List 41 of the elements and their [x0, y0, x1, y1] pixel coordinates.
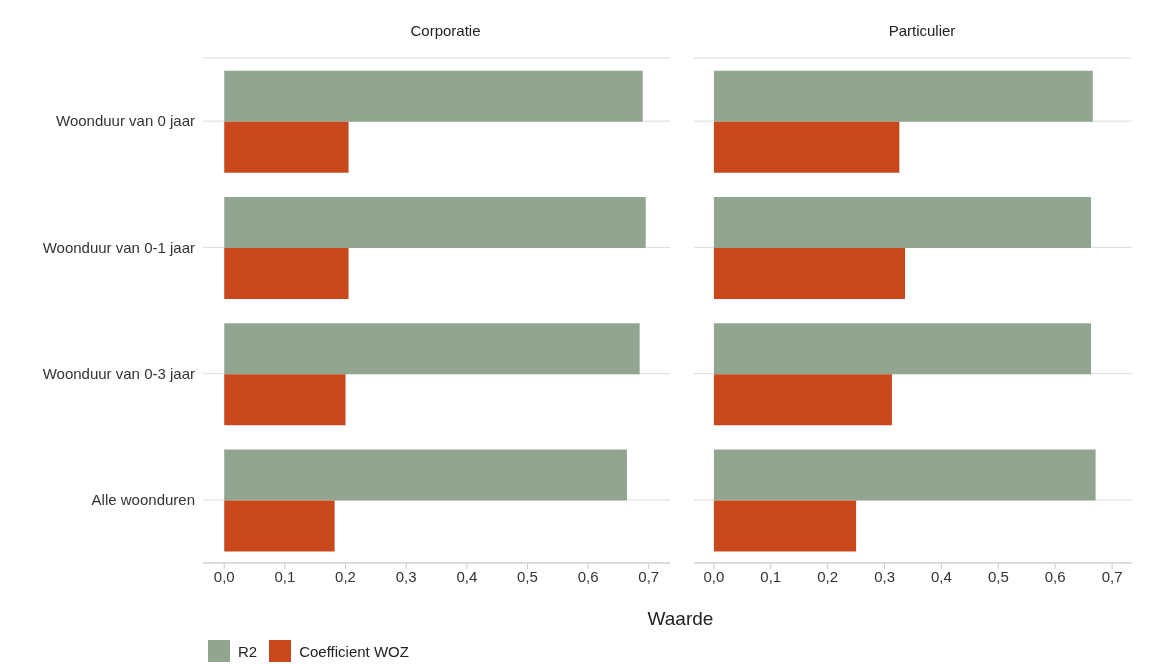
x-tick-label: 0,4 — [931, 567, 952, 585]
bar — [224, 247, 349, 299]
x-tick-label: 0,6 — [1044, 567, 1066, 585]
x-tick-label: 0,3 — [395, 567, 417, 585]
bar — [713, 449, 1096, 501]
x-tick-label: 0,1 — [274, 567, 296, 585]
x-tick-label: 0,0 — [703, 567, 725, 585]
bar — [224, 121, 349, 173]
bar — [713, 500, 857, 552]
x-tick-label: 0,2 — [335, 567, 356, 585]
bar — [713, 374, 892, 426]
y-tick-label: Woonduur van 0-3 jaar — [42, 364, 195, 382]
bar — [224, 500, 335, 552]
x-axis-title: Waarde — [646, 608, 715, 630]
bar — [224, 374, 346, 426]
x-tick-label: 0,5 — [517, 567, 538, 585]
x-tick-label: 0,0 — [213, 567, 235, 585]
chart-title: Corporatie — [409, 22, 482, 39]
bar — [224, 323, 640, 375]
x-tick-label: 0,7 — [638, 567, 660, 585]
bar — [713, 196, 1092, 248]
bar — [713, 247, 906, 299]
y-tick-label: Woonduur van 0 jaar — [56, 112, 195, 130]
bar — [224, 449, 627, 501]
x-tick-label: 0,4 — [456, 567, 478, 585]
bar — [224, 70, 643, 122]
chart-title: Particulier — [887, 22, 957, 39]
x-tick-label: 0,7 — [1101, 567, 1123, 585]
x-tick-label: 0,3 — [874, 567, 895, 585]
x-tick-label: 0,2 — [817, 567, 839, 585]
bar — [713, 121, 900, 173]
x-tick-label: 0,6 — [577, 567, 599, 585]
legend-label: R2 — [238, 642, 258, 660]
x-tick-label: 0,5 — [987, 567, 1009, 585]
legend-label: Coefficient WOZ — [299, 642, 409, 660]
bar — [224, 196, 646, 248]
bar — [713, 323, 1092, 375]
x-tick-label: 0,1 — [760, 567, 782, 585]
bar — [713, 70, 1093, 122]
y-tick-label: Woonduur van 0-1 jaar — [42, 238, 195, 256]
y-tick-label: Alle woonduren — [91, 491, 195, 509]
